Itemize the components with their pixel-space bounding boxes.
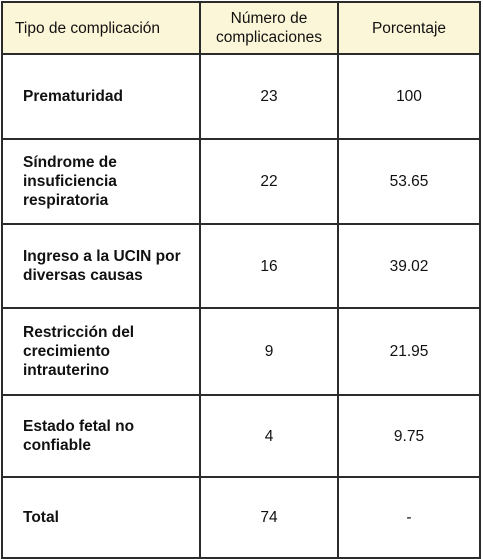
table-row: Restricción del crecimiento intrauterino… bbox=[1, 307, 481, 396]
row-complication-count: 4 bbox=[199, 394, 339, 478]
row-complication-count: 16 bbox=[199, 223, 339, 309]
table-row: Prematuridad 23 100 bbox=[1, 53, 481, 140]
row-complication-type: Prematuridad bbox=[1, 53, 201, 140]
row-complication-type: Estado fetal no confiable bbox=[1, 394, 201, 478]
table-row: Síndrome de insuficiencia respiratoria 2… bbox=[1, 138, 481, 225]
table-row: Estado fetal no confiable 4 9.75 bbox=[1, 394, 481, 478]
row-complication-count: 23 bbox=[199, 53, 339, 140]
row-percentage: 39.02 bbox=[337, 223, 481, 309]
header-complication-count: Número de complicaciones bbox=[199, 1, 339, 55]
row-complication-count: 9 bbox=[199, 307, 339, 396]
row-complication-type: Síndrome de insuficiencia respiratoria bbox=[1, 138, 201, 225]
table-row: Ingreso a la UCIN por diversas causas 16… bbox=[1, 223, 481, 309]
row-complication-type: Ingreso a la UCIN por diversas causas bbox=[1, 223, 201, 309]
row-percentage: 9.75 bbox=[337, 394, 481, 478]
total-label: Total bbox=[1, 476, 201, 559]
header-row: Tipo de complicación Número de complicac… bbox=[1, 1, 481, 55]
total-count: 74 bbox=[199, 476, 339, 559]
row-percentage: 21.95 bbox=[337, 307, 481, 396]
row-percentage: 100 bbox=[337, 53, 481, 140]
table-body: Prematuridad 23 100 Síndrome de insufici… bbox=[1, 53, 481, 559]
row-complication-count: 22 bbox=[199, 138, 339, 225]
header-percentage: Porcentaje bbox=[337, 1, 481, 55]
total-percentage: - bbox=[337, 476, 481, 559]
table-header: Tipo de complicación Número de complicac… bbox=[1, 1, 481, 55]
row-percentage: 53.65 bbox=[337, 138, 481, 225]
row-complication-type: Restricción del crecimiento intrauterino bbox=[1, 307, 201, 396]
total-row: Total 74 - bbox=[1, 476, 481, 559]
header-complication-type: Tipo de complicación bbox=[1, 1, 201, 55]
